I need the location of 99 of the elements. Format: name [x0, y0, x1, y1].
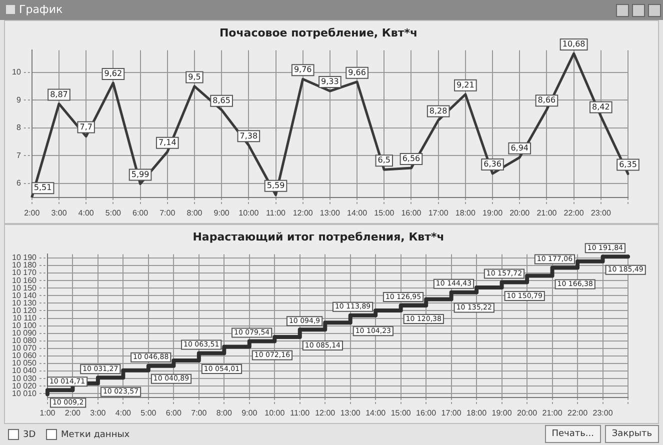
y-tick-label: 10 190 — [12, 253, 38, 262]
text: Метки данных — [61, 430, 130, 440]
y-tick-label: 10 090 — [12, 328, 38, 338]
data-label: 9,62 — [104, 69, 122, 78]
x-tick-label: 19:00 — [492, 408, 512, 418]
x-tick-label: 4:00 — [78, 208, 94, 218]
text: Печать... — [544, 425, 601, 443]
x-tick-label: 6:00 — [166, 408, 182, 418]
y-tick-label: 10 — [12, 68, 22, 77]
y-tick-label: 10 180 — [12, 260, 38, 270]
x-tick-label: 9:00 — [214, 208, 230, 218]
data-label: 10,68 — [562, 40, 586, 49]
y-tick-label: 10 050 — [12, 358, 38, 368]
data-label: 7,38 — [240, 131, 258, 140]
y-tick-label: 10 120 — [12, 306, 38, 315]
x-tick-label: 15:00 — [374, 208, 395, 218]
x-tick-label: 2:00 — [24, 208, 40, 218]
data-label: 5,51 — [34, 183, 52, 192]
y-tick-label: 10 080 — [12, 336, 38, 346]
text: Закрыть — [604, 425, 659, 443]
x-tick-label: 20:00 — [510, 208, 530, 218]
data-label: 8,42 — [592, 102, 610, 112]
x-tick-label: 13:00 — [340, 408, 361, 418]
x-tick-label: 22:00 — [564, 208, 584, 218]
x-tick-label: 10:00 — [238, 208, 260, 218]
y-tick-label: 10 160 — [12, 276, 38, 285]
data-label: 7,7 — [80, 122, 92, 132]
x-tick-label: 4:00 — [115, 408, 132, 418]
data-label: 9,5 — [188, 72, 201, 82]
x-tick-label: 10:00 — [264, 408, 286, 418]
data-label: 6,5 — [378, 156, 391, 165]
y-tick-label: 10 010 — [12, 388, 38, 398]
x-tick-label: 13:00 — [320, 208, 341, 218]
x-tick-label: 5:00 — [140, 408, 157, 418]
x-tick-label: 17:00 — [428, 208, 449, 218]
chart-title: Нарастающий итог потребления, Квт*ч — [192, 230, 444, 244]
x-tick-label: 21:00 — [542, 408, 563, 418]
x-tick-label: 12:00 — [315, 408, 336, 418]
x-tick-label: 14:00 — [347, 208, 368, 218]
x-tick-label: 20:00 — [517, 408, 538, 418]
x-tick-label: 8:00 — [186, 208, 203, 218]
data-label: 5,99 — [131, 170, 150, 179]
y-tick-label: 7 — [16, 150, 22, 160]
x-tick-label: 3:00 — [90, 408, 106, 418]
y-tick-label: 10 140 — [12, 290, 38, 300]
data-label: 8,87 — [50, 90, 68, 99]
y-tick-label: 10 070 — [12, 344, 38, 353]
x-tick-label: 11:00 — [290, 408, 310, 418]
data-label: 9,21 — [456, 80, 474, 90]
text: 3D — [23, 430, 36, 440]
y-tick-label: 6 — [16, 178, 22, 188]
x-tick-label: 12:00 — [292, 208, 314, 218]
data-label: 8,66 — [538, 96, 556, 105]
y-tick-label: 10 170 — [12, 268, 38, 278]
x-tick-label: 17:00 — [441, 408, 462, 418]
data-label: 9,76 — [294, 65, 312, 74]
x-tick-label: 23:00 — [590, 208, 612, 218]
x-tick-label: 1:00 — [40, 408, 56, 418]
y-tick-label: 10 150 — [12, 283, 38, 292]
data-label: 9,33 — [321, 77, 339, 86]
x-tick-label: 7:00 — [160, 208, 176, 218]
x-tick-label: 21:00 — [536, 208, 558, 218]
y-tick-label: 10 100 — [12, 321, 38, 330]
x-tick-label: 22:00 — [568, 408, 588, 418]
x-tick-label: 23:00 — [592, 408, 614, 418]
x-tick-label: 16:00 — [416, 408, 437, 418]
text: График — [19, 3, 63, 16]
data-label: 8,28 — [429, 106, 448, 116]
x-tick-label: 3:00 — [51, 208, 68, 218]
data-label: 6,56 — [402, 154, 420, 164]
x-tick-label: 6:00 — [132, 208, 149, 218]
x-tick-label: 5:00 — [105, 208, 122, 218]
data-label: 8,65 — [212, 96, 230, 105]
data-label: 5,59 — [266, 180, 285, 190]
x-tick-label: 11:00 — [266, 208, 286, 218]
y-tick-label: 10 040 — [12, 366, 38, 376]
chart-title: Почасовое потребление, Квт*ч — [219, 26, 418, 40]
y-tick-label: 10 020 — [12, 381, 38, 390]
y-tick-label: 10 130 — [12, 298, 38, 308]
x-tick-label: 15:00 — [390, 408, 412, 418]
x-tick-label: 18:00 — [455, 208, 476, 218]
x-tick-label: 18:00 — [466, 408, 488, 418]
data-label: 6,36 — [484, 160, 502, 169]
x-tick-label: 19:00 — [482, 208, 504, 218]
x-tick-label: 8:00 — [216, 408, 232, 418]
y-tick-label: 9 — [16, 95, 22, 104]
x-tick-label: 2:00 — [64, 408, 82, 418]
x-tick-label: 9:00 — [242, 408, 258, 418]
x-tick-label: 14:00 — [366, 408, 386, 418]
y-tick-label: 10 060 — [12, 351, 38, 360]
data-label: 6,94 — [510, 143, 529, 152]
y-tick-label: 10 110 — [12, 313, 38, 322]
y-tick-label: 10 030 — [12, 374, 38, 383]
x-tick-label: 7:00 — [191, 408, 208, 418]
data-label: 6,35 — [619, 160, 637, 169]
y-tick-label: 8 — [16, 123, 22, 132]
data-label: 9,66 — [348, 68, 366, 77]
data-label: 7,14 — [158, 138, 176, 147]
x-tick-label: 16:00 — [401, 208, 422, 218]
